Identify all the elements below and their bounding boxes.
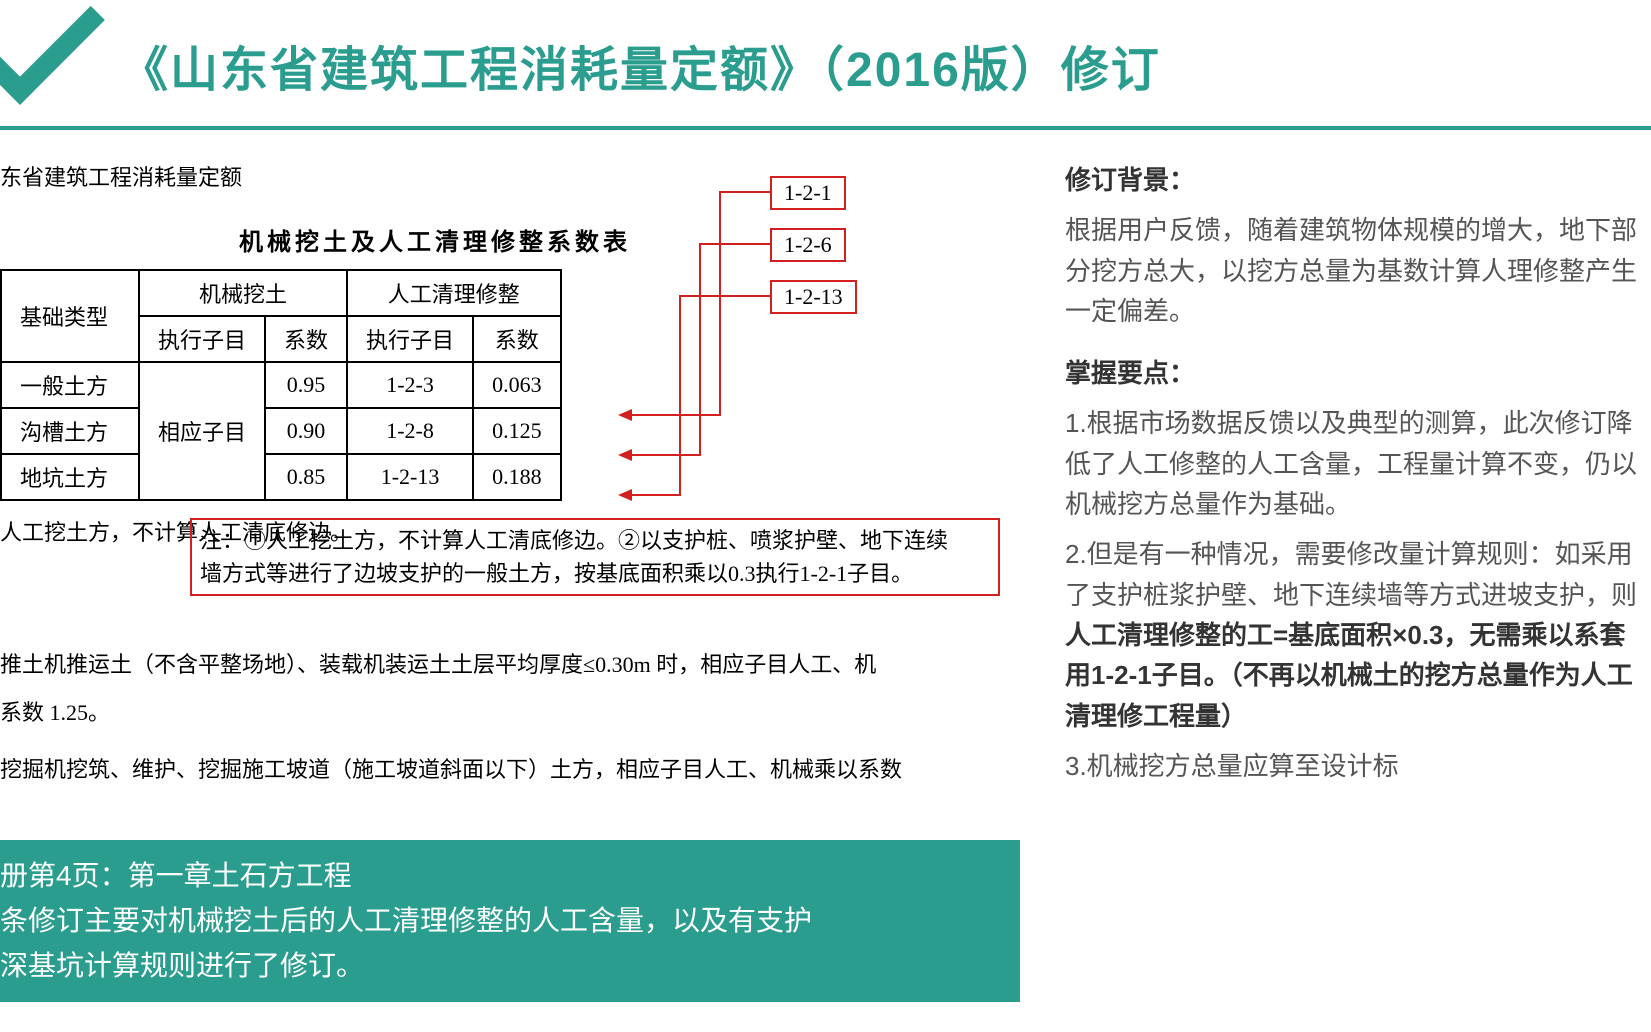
green-line-1: 册第4页：第一章土石方工程	[0, 854, 1010, 899]
paragraph-2: 挖掘机挖筑、维护、挖掘施工坡道（施工坡道斜面以下）土方，相应子目人工、机械乘以系…	[0, 750, 1020, 790]
table-row: 沟槽土方 0.90 1-2-8 0.125	[1, 408, 561, 454]
table-row: 一般土方 相应子目 0.95 1-2-3 0.063	[1, 362, 561, 408]
table-header-row-1: 基础类型 机械挖土 人工清理修整	[1, 270, 561, 316]
table-title: 机械挖土及人工清理修整系数表	[0, 222, 1020, 257]
cell-man-item: 1-2-8	[347, 408, 473, 454]
green-summary-block: 册第4页：第一章土石方工程 条修订主要对机械挖土后的人工清理修整的人工含量，以及…	[0, 840, 1020, 1002]
left-panel: 东省建筑工程消耗量定额 机械挖土及人工清理修整系数表 基础类型 机械挖土 人工清…	[0, 160, 1020, 790]
header: 《山东省建筑工程消耗量定额》（2016版）修订	[0, 0, 1651, 130]
cell-man-coef: 0.063	[473, 362, 561, 408]
content-area: 东省建筑工程消耗量定额 机械挖土及人工清理修整系数表 基础类型 机械挖土 人工清…	[0, 130, 1651, 1032]
note-line-1: 注：①人工挖土方，不计算人工清底修边。②以支护桩、喷浆护壁、地下连续	[200, 528, 948, 553]
paragraph-1a: 推土机推运土（不含平整场地）、装载机装运土土层平均厚度≤0.30m 时，相应子目…	[0, 645, 1020, 685]
table-row: 地坑土方 0.85 1-2-13 0.188	[1, 454, 561, 500]
background-heading: 修订背景：	[1065, 165, 1195, 195]
paragraph-1b: 系数 1.25。	[0, 693, 1020, 733]
callout-box-1: 1-2-1	[770, 176, 846, 210]
coefficient-table: 基础类型 机械挖土 人工清理修整 执行子目 系数 执行子目 系数 一般土方 相应…	[0, 269, 562, 501]
subhead-exec-1: 执行子目	[139, 316, 265, 362]
point-2a: 2.但是有一种情况，需要修改量计算规则：如采用了支护桩浆护壁、地下连续墙等方式进…	[1065, 539, 1637, 609]
cell-type: 地坑土方	[1, 454, 139, 500]
green-line-3: 深基坑计算规则进行了修订。	[0, 944, 1010, 989]
subhead-coef-2: 系数	[473, 316, 561, 362]
cell-man-item: 1-2-3	[347, 362, 473, 408]
document-fragment-title: 东省建筑工程消耗量定额	[0, 160, 1020, 192]
callout-box-3: 1-2-13	[770, 280, 857, 314]
subhead-coef-1: 系数	[265, 316, 347, 362]
point-2: 2.但是有一种情况，需要修改量计算规则：如采用了支护桩浆护壁、地下连续墙等方式进…	[1065, 534, 1651, 735]
cell-mech-item: 相应子目	[139, 362, 265, 500]
green-line-2: 条修订主要对机械挖土后的人工清理修整的人工含量，以及有支护	[0, 899, 1010, 944]
col-header-mechanical: 机械挖土	[139, 270, 347, 316]
note-red-box: 注：①人工挖土方，不计算人工清底修边。②以支护桩、喷浆护壁、地下连续 墙方式等进…	[190, 518, 1000, 596]
background-body: 根据用户反馈，随着建筑物体规模的增大，地下部分挖方总大，以挖方总量为基数计算人理…	[1065, 210, 1651, 331]
note-line-2: 墙方式等进行了边坡支护的一般土方，按基底面积乘以0.3执行1-2-1子目。	[200, 561, 913, 586]
cell-mech-coef: 0.95	[265, 362, 347, 408]
point-3: 3.机械挖方总量应算至设计标	[1065, 746, 1651, 786]
cell-type: 沟槽土方	[1, 408, 139, 454]
cell-man-item: 1-2-13	[347, 454, 473, 500]
callout-box-2: 1-2-6	[770, 228, 846, 262]
corner-decoration	[0, 0, 105, 105]
col-header-manual: 人工清理修整	[347, 270, 561, 316]
points-heading: 掌握要点：	[1065, 358, 1195, 388]
point-2b-bold: 人工清理修整的工=基底面积×0.3，无需乘以系套用1-2-1子目。（不再以机械土…	[1065, 620, 1633, 731]
col-header-type: 基础类型	[1, 270, 139, 362]
subhead-exec-2: 执行子目	[347, 316, 473, 362]
page-title: 《山东省建筑工程消耗量定额》（2016版）修订	[120, 30, 1161, 100]
cell-man-coef: 0.188	[473, 454, 561, 500]
cell-man-coef: 0.125	[473, 408, 561, 454]
right-panel: 修订背景： 根据用户反馈，随着建筑物体规模的增大，地下部分挖方总大，以挖方总量为…	[1065, 160, 1651, 796]
cell-type: 一般土方	[1, 362, 139, 408]
cell-mech-coef: 0.85	[265, 454, 347, 500]
cell-mech-coef: 0.90	[265, 408, 347, 454]
point-1: 1.根据市场数据反馈以及典型的测算，此次修订降低了人工修整的人工含量，工程量计算…	[1065, 403, 1651, 524]
